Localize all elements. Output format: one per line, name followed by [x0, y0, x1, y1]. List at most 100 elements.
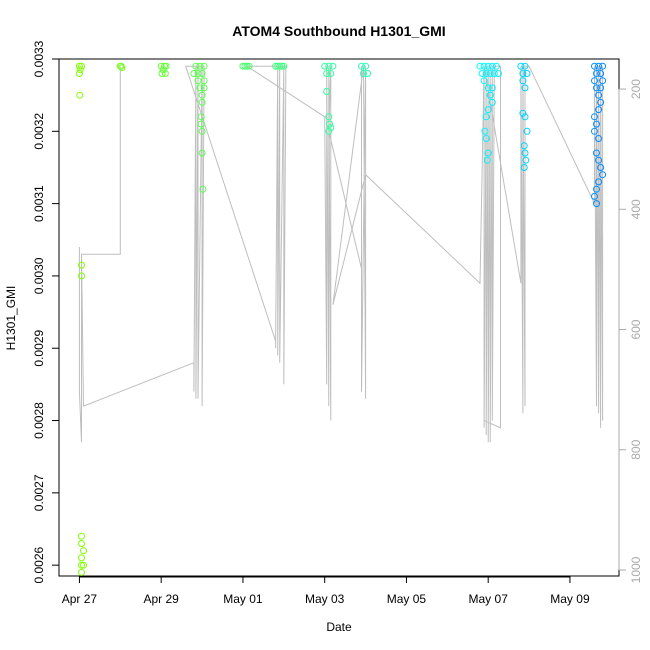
data-point — [593, 149, 600, 157]
data-point — [595, 91, 603, 99]
data-point — [599, 62, 607, 70]
data-point — [78, 532, 85, 540]
data-point — [364, 70, 372, 77]
data-point — [486, 91, 494, 99]
right-tick-label: 1000 — [629, 556, 643, 583]
y-tick-label: 0.0031 — [32, 185, 46, 222]
x-tick-label: May 07 — [469, 592, 509, 606]
y-tick-label: 0.0030 — [32, 257, 46, 294]
flight-track-line — [78, 65, 604, 443]
data-point — [522, 156, 530, 164]
data-point — [480, 62, 488, 70]
data-point — [325, 113, 333, 121]
data-point — [323, 70, 331, 77]
data-point — [78, 568, 85, 576]
data-point — [480, 77, 488, 85]
data-point — [599, 171, 607, 179]
data-point — [118, 64, 126, 72]
data-point — [593, 120, 600, 128]
data-point — [78, 272, 85, 280]
data-point — [595, 156, 603, 164]
data-point — [482, 135, 490, 142]
data-point — [482, 70, 490, 77]
data-point — [595, 178, 603, 186]
data-point — [591, 127, 598, 135]
data-point — [196, 84, 204, 92]
y-tick-label: 0.0028 — [32, 402, 46, 439]
y-tick-label: 0.0026 — [32, 546, 46, 583]
data-point — [362, 62, 370, 70]
data-point — [200, 77, 208, 85]
y-tick-label: 0.0029 — [32, 330, 46, 367]
data-point — [591, 192, 598, 200]
data-point — [78, 561, 85, 569]
data-point — [75, 62, 83, 70]
data-point — [360, 70, 367, 77]
data-point — [521, 84, 529, 92]
data-point — [192, 62, 200, 70]
data-point — [327, 124, 335, 132]
data-point — [591, 62, 598, 70]
data-point — [482, 113, 490, 121]
data-point — [593, 185, 600, 193]
data-point — [200, 84, 208, 92]
data-point — [595, 106, 603, 114]
data-point — [597, 70, 605, 77]
data-point — [80, 561, 87, 569]
data-point — [521, 113, 529, 121]
data-point — [486, 70, 494, 77]
data-point — [198, 149, 206, 157]
data-point — [78, 554, 85, 562]
data-point — [476, 62, 484, 70]
data-point — [190, 70, 198, 77]
data-point — [523, 127, 531, 135]
x-tick-label: May 01 — [223, 592, 263, 606]
data-point — [484, 106, 492, 114]
data-point — [595, 62, 603, 70]
data-point — [595, 135, 603, 142]
right-tick-label: 200 — [629, 79, 643, 99]
data-point — [241, 62, 249, 70]
data-point — [597, 164, 605, 171]
y-tick-label: 0.0033 — [32, 40, 46, 77]
data-point — [519, 109, 527, 117]
right-tick-label: 600 — [629, 319, 643, 339]
data-point — [243, 62, 251, 70]
data-point — [325, 62, 333, 70]
y-axis: 0.0026 0.0027 0.0028 0.0029 0.0030 0.0031 0.00… — [32, 40, 60, 584]
data-point — [245, 62, 253, 70]
data-point — [325, 127, 333, 135]
data-point — [593, 200, 600, 208]
data-point — [197, 113, 205, 121]
data-point — [593, 70, 600, 77]
data-point — [198, 127, 206, 135]
y-axis-label: H1301_GMI — [4, 286, 18, 351]
data-point — [483, 156, 491, 164]
data-point — [161, 70, 169, 77]
data-point — [523, 70, 531, 77]
data-point — [196, 62, 204, 70]
data-point — [591, 113, 598, 121]
data-point — [158, 70, 166, 77]
data-point — [198, 70, 206, 77]
data-point — [599, 77, 607, 85]
x-axis-label: Date — [326, 620, 352, 634]
data-point — [593, 84, 600, 92]
data-point — [276, 62, 284, 70]
data-point — [200, 62, 208, 70]
data-point — [488, 84, 496, 92]
data-points — [75, 62, 607, 576]
x-tick-label: Apr 29 — [144, 592, 180, 606]
x-tick-label: Apr 27 — [62, 592, 98, 606]
flight-track — [78, 65, 604, 443]
data-point — [162, 62, 170, 70]
data-point — [521, 149, 529, 157]
data-point — [329, 62, 337, 70]
x-tick-label: May 03 — [305, 592, 345, 606]
data-point — [323, 88, 331, 95]
data-point — [488, 62, 496, 70]
data-point — [197, 120, 205, 128]
data-point — [488, 98, 496, 106]
data-point — [75, 70, 83, 77]
